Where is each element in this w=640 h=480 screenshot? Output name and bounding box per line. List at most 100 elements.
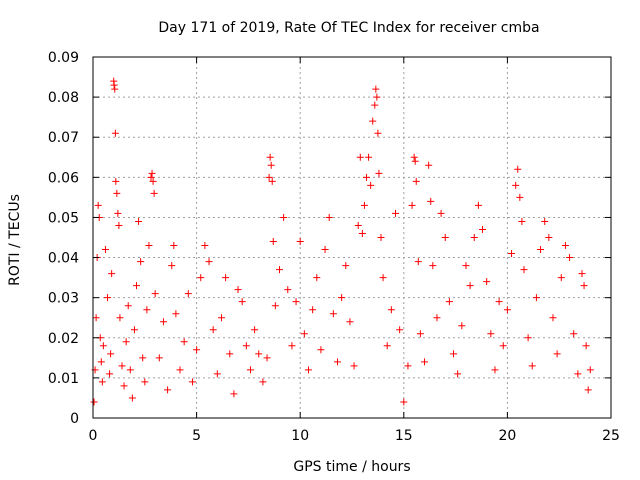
data-point <box>98 378 106 386</box>
data-point <box>197 274 205 282</box>
data-point <box>404 362 412 370</box>
data-point <box>309 306 317 314</box>
data-point <box>358 229 366 237</box>
data-point <box>541 217 549 225</box>
data-point <box>483 278 491 286</box>
data-point <box>141 378 149 386</box>
data-point <box>503 306 511 314</box>
data-point <box>135 217 143 225</box>
data-point <box>217 314 225 322</box>
y-tick-label: 0.04 <box>48 251 79 267</box>
data-point <box>553 350 561 358</box>
data-point <box>372 85 380 93</box>
data-point <box>445 298 453 306</box>
y-tick-label: 0.06 <box>48 170 79 186</box>
data-point <box>205 258 213 266</box>
data-point <box>112 177 120 185</box>
data-point <box>97 358 105 366</box>
data-point <box>363 173 371 181</box>
data-point <box>99 342 107 350</box>
data-point <box>561 242 569 250</box>
data-point <box>296 238 304 246</box>
data-point <box>416 330 424 338</box>
data-point <box>338 294 346 302</box>
data-point <box>392 209 400 217</box>
data-point <box>450 350 458 358</box>
y-tick-label: 0 <box>70 411 79 427</box>
data-point <box>101 246 109 254</box>
data-point <box>275 266 283 274</box>
data-point <box>329 310 337 318</box>
data-point <box>108 270 116 278</box>
data-point <box>114 209 122 217</box>
data-point <box>470 234 478 241</box>
data-point <box>433 314 441 322</box>
data-point <box>148 169 156 177</box>
data-point <box>238 298 246 306</box>
x-tick-label: 15 <box>395 428 413 444</box>
data-point <box>367 181 375 189</box>
data-point <box>518 217 526 225</box>
data-point <box>524 334 532 342</box>
data-point <box>495 298 503 306</box>
data-point <box>574 370 582 378</box>
x-tick-label: 5 <box>192 428 201 444</box>
data-point <box>458 322 466 330</box>
data-point <box>425 161 433 169</box>
data-point <box>269 238 277 246</box>
data-point <box>184 290 192 298</box>
data-point <box>408 201 416 209</box>
data-point <box>110 81 118 89</box>
data-point <box>566 254 574 262</box>
data-point <box>234 286 242 294</box>
data-point <box>151 290 159 298</box>
data-point <box>104 294 112 302</box>
data-point <box>107 350 115 358</box>
data-point <box>462 262 470 270</box>
data-point <box>213 370 221 378</box>
data-point <box>94 201 102 209</box>
data-point <box>164 386 172 394</box>
data-point <box>578 270 586 278</box>
data-point <box>126 366 134 374</box>
data-point <box>115 221 123 229</box>
y-tick-label: 0.08 <box>48 90 79 106</box>
data-point <box>383 342 391 350</box>
data-point <box>514 165 522 173</box>
data-point <box>414 258 422 266</box>
data-point <box>150 189 158 197</box>
data-point <box>90 398 98 406</box>
data-point <box>371 101 379 109</box>
data-point <box>354 221 362 229</box>
data-point <box>342 262 350 270</box>
x-tick-label: 20 <box>498 428 516 444</box>
data-point <box>271 302 279 310</box>
data-point <box>516 193 524 201</box>
data-point <box>111 129 119 137</box>
data-point <box>193 346 201 354</box>
data-point <box>201 242 209 250</box>
data-point <box>582 342 590 350</box>
data-point <box>584 386 592 394</box>
data-point <box>412 177 420 185</box>
data-point <box>377 234 385 241</box>
y-tick-label: 0.07 <box>48 130 79 146</box>
data-point <box>230 390 238 398</box>
data-point <box>466 282 474 290</box>
data-point <box>532 294 540 302</box>
data-point <box>111 85 119 93</box>
data-point <box>267 161 275 169</box>
data-point <box>268 177 276 185</box>
data-point <box>259 378 267 386</box>
data-point <box>508 250 516 258</box>
data-point <box>168 262 176 270</box>
data-point <box>557 274 565 282</box>
data-point <box>365 153 373 161</box>
data-point <box>549 314 557 322</box>
data-point <box>411 157 419 165</box>
data-point <box>137 258 145 266</box>
data-point <box>313 274 321 282</box>
data-point <box>487 330 495 338</box>
data-point <box>373 93 381 101</box>
